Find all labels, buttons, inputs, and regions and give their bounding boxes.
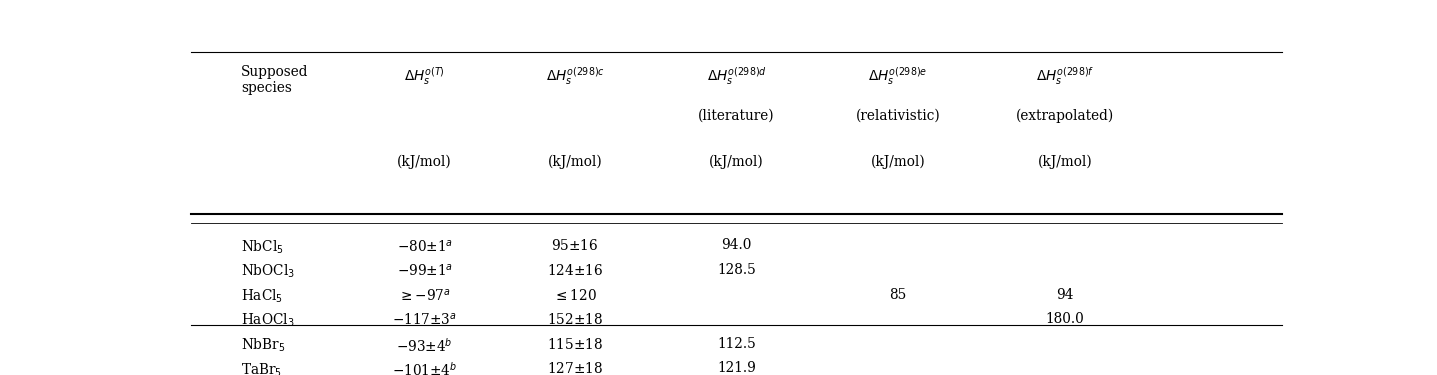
Text: (extrapolated): (extrapolated) [1016,108,1114,123]
Text: NbOCl$_3$: NbOCl$_3$ [241,263,295,280]
Text: (kJ/mol): (kJ/mol) [871,155,925,169]
Text: $\Delta H_s^{o(298)c}$: $\Delta H_s^{o(298)c}$ [546,65,605,87]
Text: $-$101$\pm$4$^b$: $-$101$\pm$4$^b$ [392,361,457,375]
Text: (kJ/mol): (kJ/mol) [547,155,602,169]
Text: $\geq$$-$97$^a$: $\geq$$-$97$^a$ [398,288,451,303]
Text: 94: 94 [1056,288,1073,302]
Text: HaCl$_5$: HaCl$_5$ [241,288,283,305]
Text: $\Delta H_s^{o(T)}$: $\Delta H_s^{o(T)}$ [404,65,445,87]
Text: TaBr$_5$: TaBr$_5$ [241,361,282,375]
Text: $-$93$\pm$4$^b$: $-$93$\pm$4$^b$ [397,337,453,354]
Text: $\leq$120: $\leq$120 [553,288,596,303]
Text: 124$\pm$16: 124$\pm$16 [547,263,604,278]
Text: 152$\pm$18: 152$\pm$18 [547,312,604,327]
Text: (kJ/mol): (kJ/mol) [1038,155,1092,169]
Text: (kJ/mol): (kJ/mol) [708,155,764,169]
Text: 121.9: 121.9 [717,361,756,375]
Text: $\Delta H_s^{o(298)f}$: $\Delta H_s^{o(298)f}$ [1036,65,1094,87]
Text: $-$80$\pm$1$^a$: $-$80$\pm$1$^a$ [397,238,453,255]
Text: $\Delta H_s^{o(298)e}$: $\Delta H_s^{o(298)e}$ [868,65,927,87]
Text: Supposed
species: Supposed species [241,65,309,95]
Text: 85: 85 [890,288,907,302]
Text: 128.5: 128.5 [717,263,756,277]
Text: HaOCl$_3$: HaOCl$_3$ [241,312,295,330]
Text: (kJ/mol): (kJ/mol) [397,155,453,169]
Text: 95$\pm$16: 95$\pm$16 [552,238,599,254]
Text: (literature): (literature) [698,108,775,123]
Text: 180.0: 180.0 [1046,312,1085,326]
Text: $\Delta H_s^{o(298)d}$: $\Delta H_s^{o(298)d}$ [707,65,766,87]
Text: (relativistic): (relativistic) [855,108,940,123]
Text: NbBr$_5$: NbBr$_5$ [241,337,286,354]
Text: $-$99$\pm$1$^a$: $-$99$\pm$1$^a$ [397,263,453,279]
Text: 94.0: 94.0 [721,238,752,252]
Text: NbCl$_5$: NbCl$_5$ [241,238,283,256]
Text: $-$117$\pm$3$^a$: $-$117$\pm$3$^a$ [392,312,457,328]
Text: 127$\pm$18: 127$\pm$18 [547,361,604,375]
Text: 112.5: 112.5 [717,337,756,351]
Text: 115$\pm$18: 115$\pm$18 [547,337,604,352]
